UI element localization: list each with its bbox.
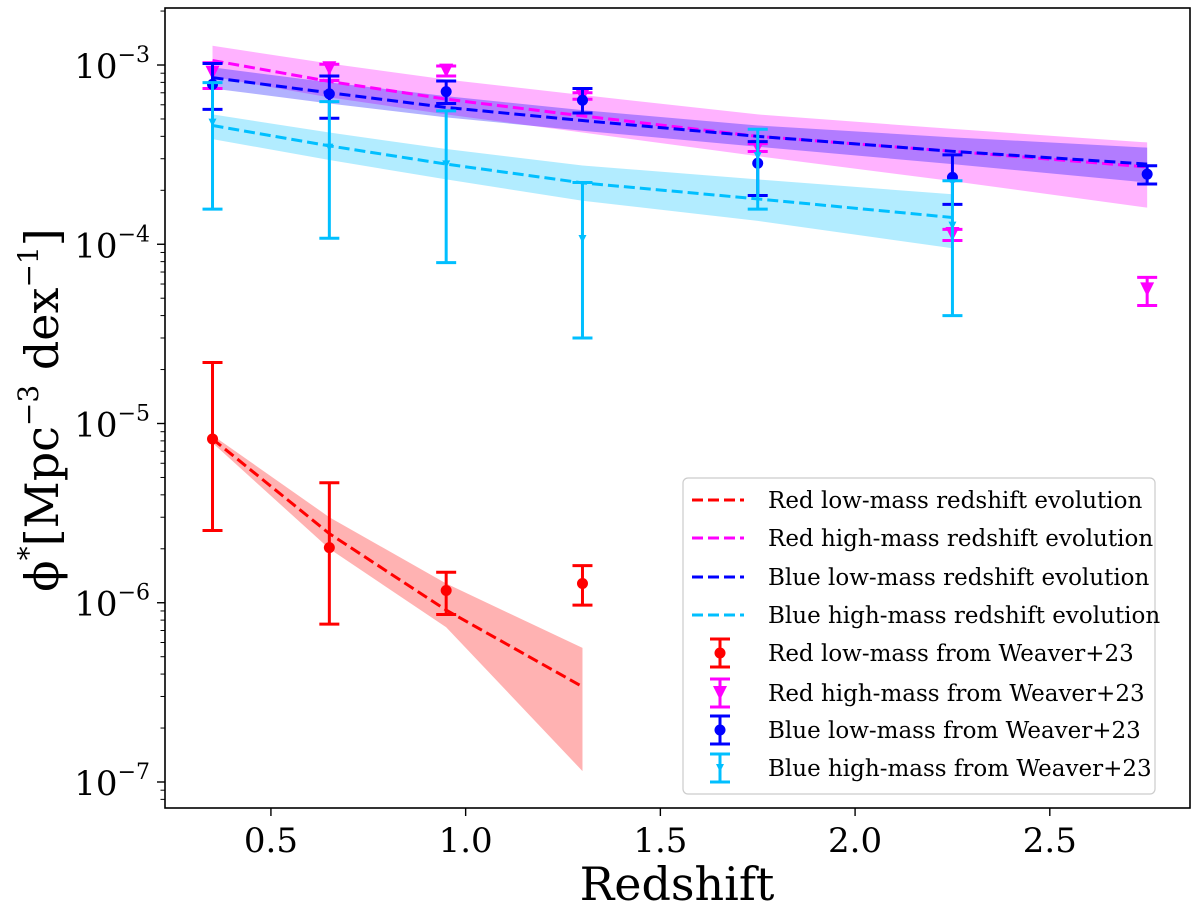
error-bar xyxy=(202,360,223,532)
legend-marker-icon xyxy=(716,764,724,772)
legend-label: Blue high-mass redshift evolution xyxy=(768,603,1160,629)
data-point xyxy=(325,143,334,152)
y-tick-label: 10−7 xyxy=(74,760,150,804)
legend-entry: Blue high-mass redshift evolution xyxy=(692,603,1160,629)
y-tick-label: 10−4 xyxy=(74,222,150,266)
data-point xyxy=(576,578,588,590)
data-point xyxy=(208,118,217,127)
y-label-superscript: * xyxy=(12,546,45,560)
error-bar xyxy=(747,127,768,211)
error-bar xyxy=(319,481,340,626)
y-tick-base: 10 xyxy=(74,406,117,446)
plot-frame xyxy=(164,7,1191,809)
data-point xyxy=(440,585,452,597)
legend-entry: Blue low-mass from Weaver+23 xyxy=(710,714,1141,746)
data-point xyxy=(207,433,219,445)
fit-band-2 xyxy=(212,67,1148,183)
fit-line-0 xyxy=(211,437,584,689)
legend-entry: Red low-mass from Weaver+23 xyxy=(710,637,1134,669)
y-tick-exponent: −4 xyxy=(118,222,150,247)
error-bar xyxy=(942,179,963,318)
point-series-0 xyxy=(202,360,593,626)
y-tick-base: 10 xyxy=(74,585,117,625)
legend-label: Red low-mass redshift evolution xyxy=(768,488,1142,514)
data-points xyxy=(202,61,1158,626)
y-label-part: ] xyxy=(15,228,69,246)
y-tick-base: 10 xyxy=(74,764,117,804)
legend-label: Blue high-mass from Weaver+23 xyxy=(768,756,1152,782)
x-tick-label: 1.0 xyxy=(439,821,493,861)
legend-marker-icon xyxy=(714,647,726,659)
y-tick-label: 10−3 xyxy=(74,43,150,87)
y-tick-exponent: −6 xyxy=(118,581,150,606)
y-label-part: [Mpc xyxy=(15,426,69,546)
point-series-3 xyxy=(202,81,963,340)
y-label-part: ϕ xyxy=(15,560,69,591)
legend-label: Red high-mass redshift evolution xyxy=(768,526,1153,552)
data-point xyxy=(576,94,588,106)
legend: Red low-mass redshift evolution Red high-… xyxy=(682,477,1160,795)
legend-marker-icon xyxy=(713,686,727,700)
data-point xyxy=(440,86,452,98)
y-tick-label: 10−5 xyxy=(74,402,150,446)
y-tick-exponent: −3 xyxy=(118,43,150,68)
data-point xyxy=(323,542,335,554)
legend-label: Blue low-mass redshift evolution xyxy=(768,565,1150,591)
data-point xyxy=(753,152,762,161)
y-axis: 10−310−410−510−610−7 xyxy=(74,10,165,804)
y-tick-base: 10 xyxy=(74,47,117,87)
legend-box xyxy=(682,477,1156,795)
y-tick-exponent: −5 xyxy=(118,402,150,427)
y-axis-label: ϕ*[Mpc−3 dex−1] xyxy=(12,228,69,591)
error-bar xyxy=(436,109,457,265)
data-point xyxy=(948,221,957,230)
y-tick-label: 10−6 xyxy=(74,581,150,625)
data-point xyxy=(442,160,451,169)
y-label-superscript: −1 xyxy=(12,246,45,287)
fit-line-3 xyxy=(212,123,953,220)
legend-label: Blue low-mass from Weaver+23 xyxy=(768,718,1141,744)
y-tick-exponent: −7 xyxy=(118,760,150,785)
x-tick-label: 0.5 xyxy=(244,821,298,861)
data-point xyxy=(1140,282,1155,297)
y-label-part: dex xyxy=(15,287,69,384)
legend-entry: Blue high-mass from Weaver+23 xyxy=(710,752,1152,784)
legend-label: Red low-mass from Weaver+23 xyxy=(768,641,1134,667)
legend-label: Red high-mass from Weaver+23 xyxy=(768,681,1145,707)
legend-entry: Red high-mass from Weaver+23 xyxy=(710,677,1145,709)
fit-band-0 xyxy=(212,435,583,772)
x-tick-label: 2.0 xyxy=(828,821,882,861)
data-point xyxy=(439,63,454,78)
y-label-superscript: −3 xyxy=(12,385,45,426)
legend-marker-icon xyxy=(714,724,726,736)
data-point xyxy=(322,61,337,76)
x-axis: 0.5 1.0 1.5 2.0 2.5 xyxy=(244,808,1077,861)
legend-entry: Red high-mass redshift evolution xyxy=(692,526,1153,552)
x-axis-label: Redshift xyxy=(580,857,775,911)
data-point xyxy=(323,88,335,100)
error-bar xyxy=(572,181,593,340)
x-tick-label: 1.5 xyxy=(633,821,687,861)
legend-entry: Red low-mass redshift evolution xyxy=(692,488,1142,514)
error-bar xyxy=(319,100,340,240)
error-bar xyxy=(202,81,223,211)
data-point xyxy=(578,234,587,243)
data-point xyxy=(1141,168,1153,180)
y-tick-base: 10 xyxy=(74,226,117,266)
x-tick-label: 2.5 xyxy=(1023,821,1077,861)
legend-entry: Blue low-mass redshift evolution xyxy=(692,565,1150,591)
